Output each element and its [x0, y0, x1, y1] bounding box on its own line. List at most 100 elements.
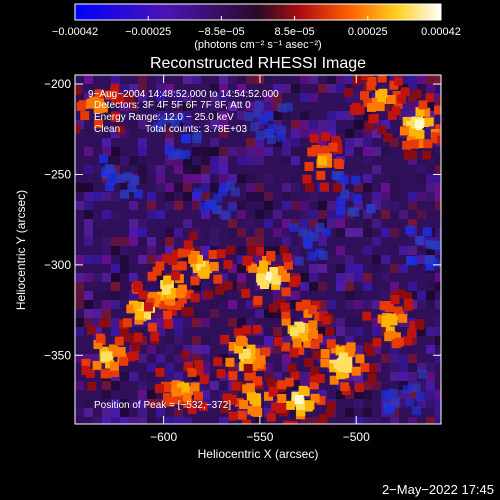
- hot-pixel: [351, 366, 361, 376]
- image-pixel: [390, 354, 399, 363]
- image-pixel: [435, 273, 441, 282]
- hot-pixel: [222, 393, 232, 403]
- image-pixel: [273, 138, 282, 147]
- image-pixel: [165, 201, 174, 210]
- image-pixel: [237, 84, 246, 93]
- image-pixel: [273, 228, 282, 237]
- image-pixel: [228, 300, 237, 309]
- cold-pixel: [153, 122, 163, 131]
- hot-pixel: [190, 276, 200, 286]
- image-pixel: [165, 345, 174, 354]
- cold-pixel: [133, 189, 143, 199]
- hot-pixel: [184, 307, 194, 317]
- hot-pixel: [242, 419, 252, 424]
- hot-pixel: [198, 402, 208, 411]
- hot-pixel: [167, 306, 177, 316]
- image-pixel: [192, 282, 201, 291]
- image-pixel: [255, 228, 264, 237]
- hot-pixel: [151, 294, 161, 304]
- image-pixel: [291, 147, 300, 156]
- image-pixel: [363, 300, 372, 309]
- hot-pixel: [133, 301, 143, 311]
- image-pixel: [363, 111, 372, 120]
- image-pixel: [129, 120, 138, 129]
- hot-pixel: [418, 100, 428, 110]
- hot-pixel: [256, 273, 266, 283]
- image-pixel: [84, 273, 93, 282]
- image-pixel: [435, 354, 441, 363]
- image-pixel: [318, 165, 327, 174]
- cold-pixel: [167, 151, 177, 160]
- hot-pixel: [308, 305, 318, 315]
- image-pixel: [282, 354, 291, 363]
- cold-regions-layer: [99, 100, 441, 416]
- image-pixel: [75, 201, 84, 210]
- image-pixel: [426, 192, 435, 201]
- hot-pixel: [378, 88, 388, 98]
- hot-pixel: [407, 125, 416, 135]
- image-pixel: [417, 210, 426, 219]
- image-pixel: [363, 399, 372, 408]
- image-pixel: [219, 174, 228, 183]
- hot-pixel: [81, 365, 91, 375]
- image-pixel: [345, 318, 354, 327]
- cold-pixel: [412, 406, 421, 416]
- image-pixel: [282, 390, 291, 399]
- hot-pixel: [296, 407, 306, 417]
- image-pixel: [291, 381, 300, 390]
- image-pixel: [408, 291, 417, 300]
- image-pixel: [219, 417, 228, 424]
- image-pixel: [435, 156, 441, 165]
- hot-pixel: [80, 111, 90, 121]
- image-pixel: [156, 273, 165, 282]
- image-pixel: [408, 246, 417, 255]
- image-pixel: [282, 336, 291, 345]
- annotation-time-range: 9−Aug−2004 14:48:52.000 to 14:54:52.000: [88, 89, 279, 100]
- image-pixel: [237, 111, 246, 120]
- image-pixel: [300, 417, 309, 424]
- plot-area: [75, 75, 441, 424]
- hot-pixel: [269, 267, 279, 276]
- hot-pixel: [187, 367, 197, 377]
- image-pixel: [372, 327, 381, 336]
- image-pixel: [156, 318, 165, 327]
- image-pixel: [255, 210, 264, 219]
- hot-pixel: [228, 371, 238, 381]
- hot-pixel: [156, 291, 166, 301]
- image-pixel: [138, 354, 147, 363]
- image-pixel: [399, 363, 408, 372]
- cold-pixel: [250, 122, 260, 132]
- image-pixel: [390, 138, 399, 147]
- image-pixel: [246, 219, 255, 228]
- hot-pixel: [344, 88, 354, 98]
- hot-pixel: [251, 348, 261, 358]
- hot-pixel: [318, 413, 328, 423]
- hot-pixel: [268, 387, 278, 397]
- hot-pixel: [302, 174, 312, 184]
- hot-pixel: [305, 400, 315, 410]
- image-pixel: [435, 399, 441, 408]
- hot-pixel: [415, 320, 425, 330]
- x-tick-label: −550: [246, 430, 273, 444]
- hot-pixel: [277, 394, 287, 403]
- hot-pixel: [220, 334, 230, 344]
- image-pixel: [93, 111, 102, 120]
- image-pixel: [417, 255, 426, 264]
- image-pixel: [192, 318, 201, 327]
- image-pixel: [93, 309, 102, 318]
- image-pixel: [390, 417, 399, 424]
- image-pixel: [408, 282, 417, 291]
- cold-pixel: [322, 227, 332, 237]
- image-pixel: [102, 417, 111, 424]
- cold-pixel: [347, 207, 357, 217]
- image-pixel: [237, 264, 246, 273]
- image-pixel: [372, 219, 381, 228]
- image-pixel: [381, 120, 390, 129]
- image-pixel: [120, 291, 129, 300]
- image-pixel: [417, 381, 426, 390]
- image-pixel: [390, 282, 399, 291]
- image-pixel: [84, 291, 93, 300]
- image-pixel: [354, 138, 363, 147]
- hot-pixel: [213, 357, 223, 367]
- image-pixel: [345, 228, 354, 237]
